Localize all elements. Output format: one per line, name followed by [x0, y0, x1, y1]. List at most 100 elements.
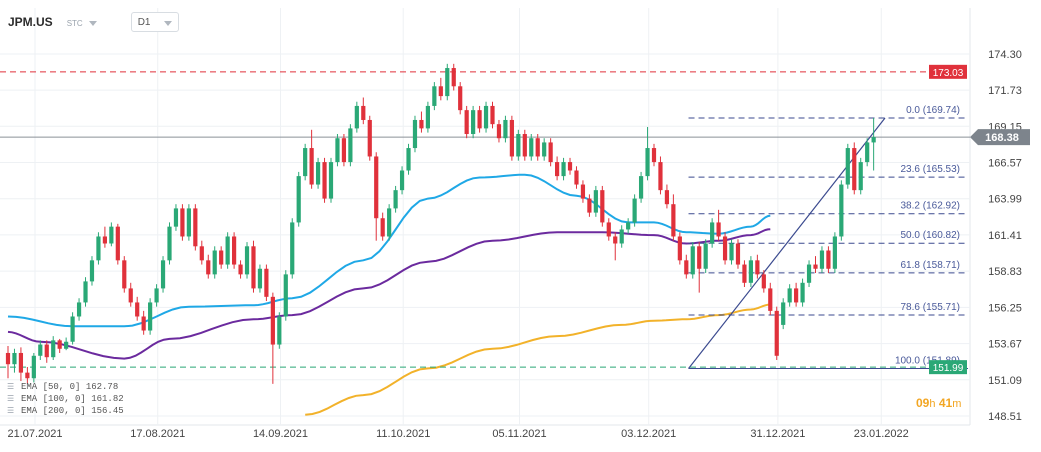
- timeframe-select[interactable]: D1: [130, 12, 180, 32]
- candle-down: [451, 68, 456, 87]
- candle-down: [522, 134, 527, 157]
- candle-down: [509, 119, 514, 157]
- fib-level-label: 78.6 (155.71): [901, 302, 961, 313]
- candle-up: [748, 260, 753, 283]
- legend-label: EMA: [21, 406, 38, 416]
- candle-up: [638, 176, 644, 199]
- x-tick-label: 03.12.2021: [621, 428, 676, 440]
- candle-up: [387, 208, 392, 237]
- candle-up: [503, 119, 508, 139]
- candle-up: [839, 184, 844, 237]
- candle-down: [361, 105, 366, 120]
- indicator-settings-icon[interactable]: ☰: [7, 382, 15, 392]
- y-tick-label: 161.41: [988, 230, 1022, 242]
- candle-down: [755, 260, 760, 275]
- candle-up: [160, 260, 166, 289]
- legend-params: [50, 0]: [42, 382, 81, 392]
- candle-up: [173, 208, 179, 227]
- candle-down: [664, 190, 670, 205]
- legend-params: [100, 0]: [42, 394, 86, 404]
- candle-countdown: 09h 41m: [916, 396, 961, 410]
- x-tick-label: 05.11.2021: [492, 428, 546, 440]
- candle-down: [761, 274, 766, 289]
- candle-down: [794, 288, 799, 303]
- candle-up: [871, 137, 876, 143]
- candle-down: [735, 243, 741, 265]
- x-tick-label: 11.10.2021: [376, 428, 430, 440]
- candle-up: [516, 134, 521, 157]
- candle-down: [232, 236, 237, 265]
- candle-up: [83, 281, 88, 303]
- candle-up: [154, 288, 159, 303]
- candle-up: [186, 208, 191, 237]
- candle-up: [244, 246, 250, 275]
- legend-row-ema100[interactable]: ☰ EMA [100, 0] 161.82: [7, 393, 124, 405]
- legend-row-ema50[interactable]: ☰ EMA [50, 0] 162.78: [7, 381, 124, 393]
- candle-up: [690, 246, 695, 275]
- y-tick-label: 148.51: [988, 411, 1022, 423]
- ema-line-50: [7, 173, 771, 328]
- candle-down: [826, 250, 831, 269]
- indicator-settings-icon[interactable]: ☰: [7, 394, 15, 404]
- price-axis[interactable]: 174.30171.73169.15166.57163.99161.41158.…: [988, 49, 1022, 423]
- candle-down: [548, 142, 553, 163]
- candle-up: [632, 198, 637, 223]
- legend-value: 161.82: [91, 394, 124, 404]
- candle-down: [496, 124, 502, 139]
- candle-up: [645, 148, 650, 177]
- candles: [5, 63, 876, 384]
- candle-down: [477, 110, 482, 129]
- candle-down: [135, 302, 140, 317]
- candle-up: [290, 222, 295, 275]
- candle-up: [806, 264, 812, 283]
- price-badges: 173.03 151.99 168.38: [929, 64, 1030, 375]
- fibonacci-retracement[interactable]: 0.0 (169.74) 23.6 (165.53) 38.2 (162.92) 50…: [688, 105, 968, 370]
- candle-up: [76, 302, 82, 317]
- candle-down: [535, 138, 540, 157]
- symbol-dropdown-icon[interactable]: [88, 20, 97, 26]
- time-axis[interactable]: 21.07.2021 17.08.2021 14.09.2021 11.10.2021…: [7, 428, 908, 440]
- candle-up: [412, 119, 418, 149]
- indicator-settings-icon[interactable]: ☰: [7, 406, 15, 416]
- candle-down: [193, 208, 198, 247]
- candle-up: [70, 316, 75, 342]
- horizontal-levels: [0, 71, 970, 368]
- candle-down: [219, 250, 224, 265]
- candle-down: [671, 204, 676, 237]
- legend-label: EMA: [21, 394, 38, 404]
- current-price-badge: [970, 129, 1030, 146]
- candle-down: [490, 105, 495, 125]
- candle-down: [367, 119, 372, 157]
- candle-down: [722, 236, 728, 261]
- candle-down: [251, 246, 256, 289]
- candle-down: [115, 226, 120, 261]
- legend-label: EMA: [21, 382, 38, 392]
- candle-up: [710, 222, 715, 244]
- legend-row-ema200[interactable]: ☰ EMA [200, 0] 156.45: [7, 405, 124, 417]
- fib-level-label: 0.0 (169.74): [906, 105, 960, 116]
- candle-up: [96, 236, 101, 261]
- candle-up: [212, 250, 217, 275]
- chart-toolbar: JPM.US STC D1: [8, 12, 180, 32]
- ema-line-100: [7, 228, 771, 360]
- candle-up: [542, 142, 547, 157]
- candle-down: [374, 156, 379, 219]
- candle-down: [199, 246, 204, 261]
- resistance-level-badge: [929, 64, 967, 79]
- grid: [0, 8, 971, 426]
- candle-up: [593, 190, 598, 213]
- symbol-label[interactable]: JPM.US: [8, 15, 53, 29]
- x-tick-label: 31.12.2021: [750, 428, 805, 440]
- candle-up: [296, 176, 301, 223]
- chevron-down-icon: [164, 20, 173, 26]
- candle-down: [774, 310, 779, 356]
- y-tick-label: 163.99: [988, 194, 1022, 206]
- candle-down: [768, 288, 773, 311]
- candle-up: [12, 352, 17, 365]
- candle-up: [303, 148, 308, 177]
- candle-up: [619, 229, 624, 244]
- candle-down: [141, 316, 146, 331]
- candle-up: [283, 274, 288, 317]
